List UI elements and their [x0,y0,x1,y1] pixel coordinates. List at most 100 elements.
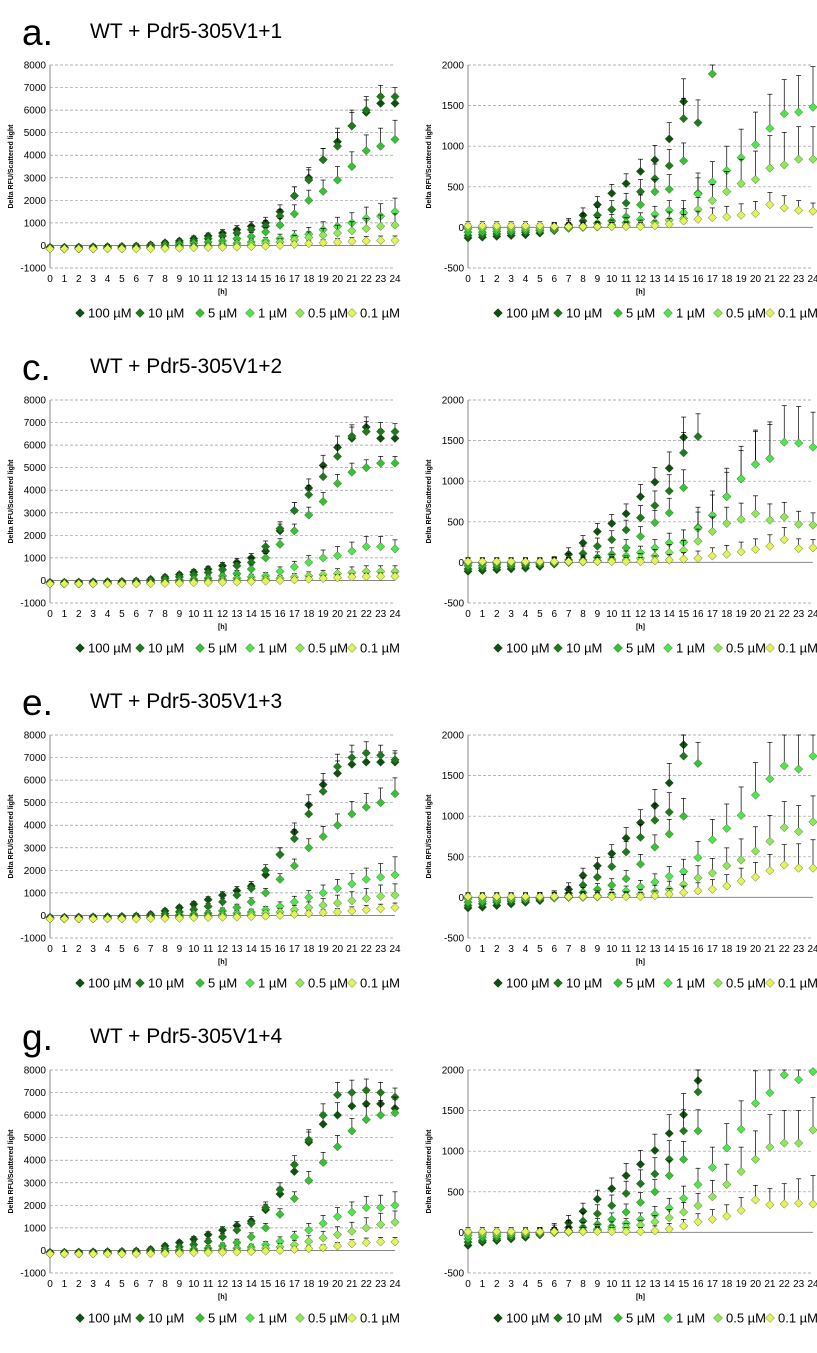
data-point [693,873,703,883]
data-point [794,764,804,774]
data-point [289,209,299,219]
data-point [304,1225,314,1235]
data-point [607,535,617,545]
x-tick-label: 19 [318,944,330,955]
data-point [650,187,660,197]
data-point [636,222,645,232]
legend-marker [613,308,623,318]
data-point [361,463,371,473]
data-point [318,832,328,841]
legend-label: 1 µM [258,976,287,991]
x-axis-title: [h] [636,624,645,631]
data-point [275,910,285,920]
data-point [333,768,342,778]
data-point [275,1189,285,1199]
data-point [361,874,371,884]
x-tick-label: 4 [523,944,529,955]
x-tick-label: 15 [260,944,272,955]
data-point [794,544,804,554]
data-point [361,905,371,915]
legend-label: 100 µM [88,1311,132,1326]
x-tick-label: 23 [375,944,387,955]
legend-marker [75,308,85,318]
data-point [275,1185,285,1195]
data-point [376,872,386,882]
x-tick-label: 3 [508,274,514,285]
legend-marker [765,978,775,988]
data-point [549,1227,559,1237]
series-5 [45,235,400,254]
data-point [707,69,717,79]
data-point [304,1176,314,1186]
data-point [650,842,660,852]
data-point [492,557,502,567]
data-point [318,888,328,898]
chart-panel-g: g. WT + Pdr5-305V1+4-10000100020003000400… [8,1017,401,1326]
legend-marker [553,1313,563,1323]
x-tick-label: 1 [480,609,486,620]
y-tick-label: 1000 [442,812,465,823]
data-point [693,1217,703,1227]
x-tick-label: 7 [566,609,572,620]
x-tick-label: 23 [375,1279,387,1290]
legend-label: 5 µM [208,976,237,991]
data-point [318,1119,328,1129]
legend-label: 0.5 µM [308,306,348,321]
y-tick-label: 7000 [24,1088,47,1099]
y-tick-label: -1000 [20,934,46,945]
y-axis-title: Delta RFU/Scattered light [8,124,15,209]
series-2 [463,64,717,237]
legend-marker [75,1313,85,1323]
data-point [564,892,574,902]
data-point [679,156,689,166]
y-tick-label: 2000 [442,61,465,72]
data-point [693,118,703,128]
data-point [232,912,242,922]
x-tick-label: 1 [480,944,486,955]
x-tick-label: 21 [346,609,358,620]
data-point [607,188,617,198]
y-tick-label: 500 [447,1187,464,1198]
x-tick-label: 13 [231,944,243,955]
x-tick-label: 7 [148,609,154,620]
y-tick-label: 5000 [24,1133,47,1144]
data-point [261,870,271,880]
data-point [808,1199,817,1209]
data-point [203,912,213,922]
x-tick-label: 1 [480,274,486,285]
legend-label: 100 µM [88,976,132,991]
data-point [361,572,371,582]
y-tick-label: 1000 [24,888,47,899]
y-tick-label: 3000 [24,1178,47,1189]
x-tick-label: 18 [303,274,315,285]
x-tick-label: 9 [177,274,183,285]
x-tick-label: 10 [188,944,200,955]
data-point [636,531,645,541]
x-tick-label: 12 [217,609,229,620]
data-point [707,868,717,878]
x-tick-label: 20 [332,1279,344,1290]
x-tick-label: 3 [90,274,96,285]
data-point [361,802,371,812]
x-tick-label: 17 [289,1279,301,1290]
y-tick-label: 1500 [442,771,465,782]
x-tick-label: 3 [90,944,96,955]
data-point [261,888,271,898]
legend-label: 0.1 µM [360,976,400,991]
data-point [463,1227,473,1237]
x-tick-label: 2 [76,944,82,955]
legend-label: 1 µM [258,306,287,321]
data-point [318,1233,328,1243]
data-point [794,827,804,837]
data-point [146,579,156,589]
data-point [376,221,386,231]
x-tick-label: 23 [793,274,805,285]
data-point [693,853,703,863]
x-tick-label: 18 [721,944,733,955]
x-tick-label: 21 [346,274,358,285]
legend-marker [195,643,205,653]
data-point [765,541,775,551]
data-point [664,134,674,144]
legend-label: 1 µM [258,1311,287,1326]
